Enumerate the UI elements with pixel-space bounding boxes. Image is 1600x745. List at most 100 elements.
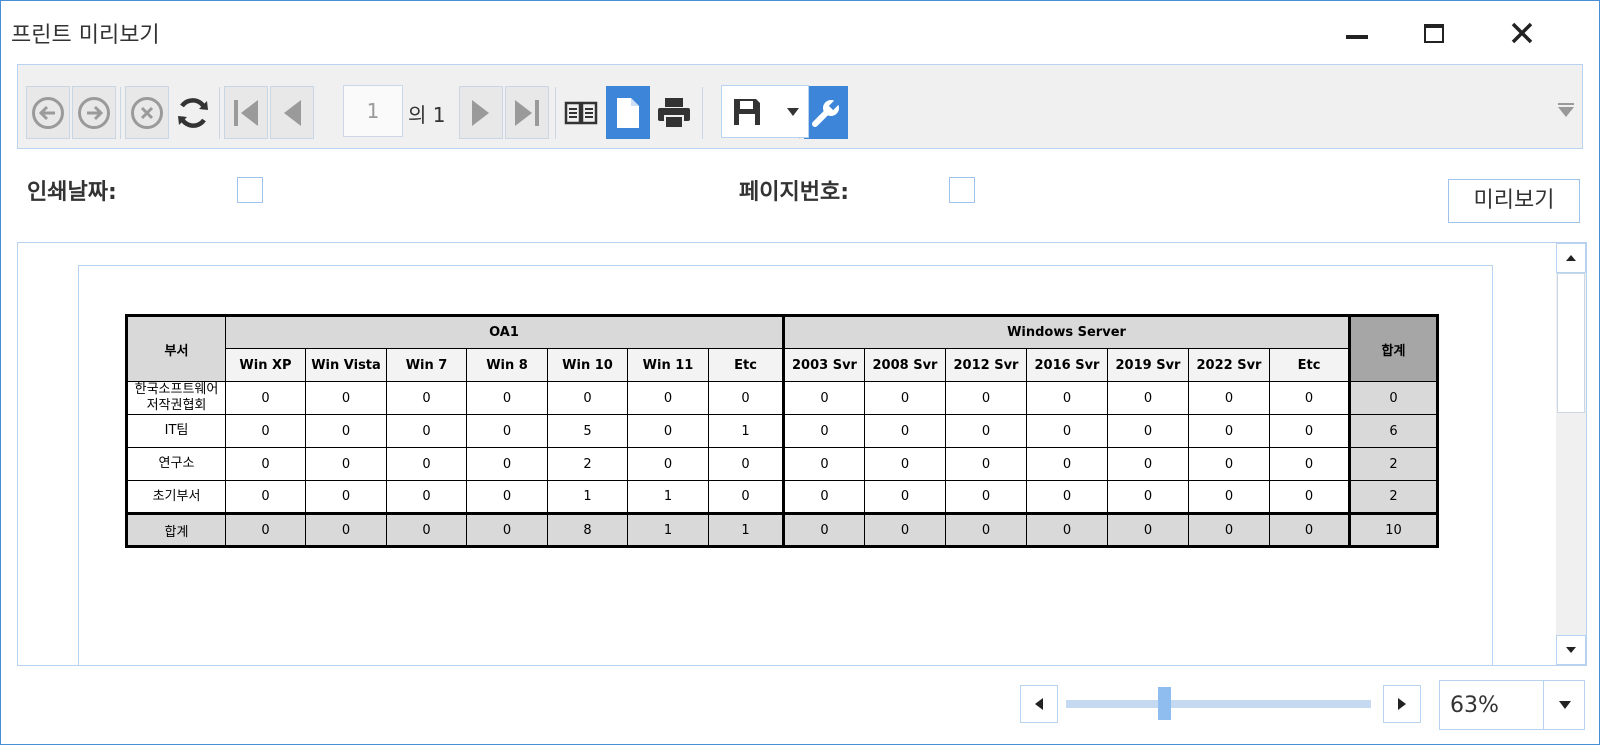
group-header-windows-server: Windows Server	[782, 315, 1350, 349]
save-icon	[734, 99, 760, 125]
next-page-icon	[472, 99, 489, 126]
value-cell: 0	[782, 447, 865, 481]
print-button[interactable]	[652, 86, 696, 139]
value-cell: 0	[1269, 480, 1350, 514]
table-header-row: 부서 OA1 Windows Server 합계	[126, 315, 1438, 382]
column-header: Win 8	[466, 348, 548, 382]
window-title: 프린트 미리보기	[11, 23, 160, 48]
value-cell: 0	[1026, 381, 1108, 415]
page-number-input[interactable]: 1	[343, 85, 403, 137]
first-page-icon	[234, 99, 258, 126]
dept-cell: 초기부서	[126, 480, 226, 514]
title-bar: 프린트 미리보기	[1, 1, 1599, 63]
value-cell: 0	[782, 480, 865, 514]
first-page-button[interactable]	[224, 86, 268, 139]
single-page-view-button[interactable]	[606, 86, 650, 139]
vertical-scrollbar[interactable]	[1556, 243, 1586, 665]
zoom-slider-thumb[interactable]	[1157, 687, 1171, 720]
value-cell: 0	[305, 381, 387, 415]
group-header-oa1: OA1	[225, 315, 784, 349]
value-cell: 0	[225, 480, 306, 514]
forward-button[interactable]	[72, 86, 116, 139]
two-page-view-button[interactable]	[559, 86, 603, 139]
sum-value-cell: 0	[1269, 512, 1350, 547]
stop-button[interactable]	[125, 86, 169, 139]
value-cell: 0	[708, 381, 784, 415]
minimize-button[interactable]	[1337, 13, 1377, 53]
column-header: Win Vista	[305, 348, 387, 382]
value-cell: 0	[466, 447, 548, 481]
value-cell: 0	[864, 381, 946, 415]
sum-value-cell: 0	[945, 512, 1027, 547]
value-cell: 0	[225, 381, 306, 415]
page-number-checkbox[interactable]	[949, 177, 975, 203]
value-cell: 0	[1026, 447, 1108, 481]
value-cell: 0	[1026, 414, 1108, 448]
row-total-cell: 0	[1348, 381, 1438, 415]
row-total-cell: 2	[1348, 480, 1438, 514]
value-cell: 0	[386, 447, 467, 481]
next-page-button[interactable]	[459, 86, 503, 139]
settings-button[interactable]	[804, 86, 848, 139]
preview-button[interactable]: 미리보기	[1448, 179, 1580, 223]
page-number-label: 페이지번호:	[739, 180, 849, 205]
column-header: 2012 Svr	[945, 348, 1027, 382]
refresh-button[interactable]	[171, 86, 215, 139]
scrollbar-thumb[interactable]	[1557, 273, 1585, 413]
settings-wrench-icon	[812, 96, 842, 127]
zoom-slider-track[interactable]	[1066, 700, 1371, 708]
maximize-button[interactable]	[1414, 13, 1454, 53]
page-count-label: 의 1	[408, 103, 446, 127]
value-cell: 0	[782, 414, 865, 448]
value-cell: 0	[1188, 480, 1270, 514]
dept-header: 부서	[126, 315, 226, 382]
sum-value-cell: 0	[225, 512, 306, 547]
value-cell: 0	[225, 447, 306, 481]
row-total-cell: 2	[1348, 447, 1438, 481]
scroll-down-button[interactable]	[1556, 635, 1586, 665]
zoom-level-combo[interactable]: 63%	[1439, 680, 1585, 730]
toolbar	[17, 64, 1583, 149]
toolbar-separator	[555, 87, 556, 139]
save-dropdown[interactable]	[721, 85, 809, 138]
value-cell: 0	[466, 480, 548, 514]
scroll-up-button[interactable]	[1556, 243, 1586, 273]
value-cell: 0	[864, 480, 946, 514]
value-cell: 0	[864, 414, 946, 448]
chevron-down-icon	[787, 108, 799, 116]
zoom-in-button[interactable]	[1383, 685, 1421, 723]
zoom-dropdown-button[interactable]	[1543, 681, 1585, 729]
two-page-view-icon	[564, 101, 598, 124]
column-header: 2019 Svr	[1107, 348, 1189, 382]
stop-icon	[131, 96, 163, 129]
value-cell: 0	[1269, 414, 1350, 448]
zoom-out-button[interactable]	[1020, 685, 1058, 723]
value-cell: 0	[386, 381, 467, 415]
value-cell: 0	[708, 447, 784, 481]
chevron-right-icon	[1398, 698, 1406, 710]
column-header: Etc	[1269, 348, 1350, 382]
value-cell: 1	[547, 480, 628, 514]
minimize-icon	[1346, 35, 1368, 39]
sum-value-cell: 0	[305, 512, 387, 547]
table-row: 초기부서 0 0 0 0 1 1 0 0 0 0 0 0 0 0 2	[126, 480, 1438, 514]
back-button[interactable]	[26, 86, 70, 139]
value-cell: 0	[708, 480, 784, 514]
toolbar-overflow-icon[interactable]	[1557, 102, 1575, 118]
dept-name-line: 초기부서	[152, 488, 201, 504]
print-date-checkbox[interactable]	[237, 177, 263, 203]
dept-name-line: 저작권협회	[146, 398, 207, 413]
last-page-button[interactable]	[505, 86, 549, 139]
toolbar-separator	[702, 87, 703, 139]
column-header: 2022 Svr	[1188, 348, 1270, 382]
sum-value-cell: 0	[864, 512, 946, 547]
maximize-icon	[1424, 23, 1444, 43]
value-cell: 0	[945, 447, 1027, 481]
total-header: 합계	[1348, 315, 1438, 382]
previous-page-button[interactable]	[270, 86, 314, 139]
table-row: 연구소 0 0 0 0 2 0 0 0 0 0 0 0 0 0 2	[126, 447, 1438, 481]
value-cell: 0	[1188, 447, 1270, 481]
value-cell: 0	[466, 414, 548, 448]
close-button[interactable]	[1502, 13, 1542, 53]
